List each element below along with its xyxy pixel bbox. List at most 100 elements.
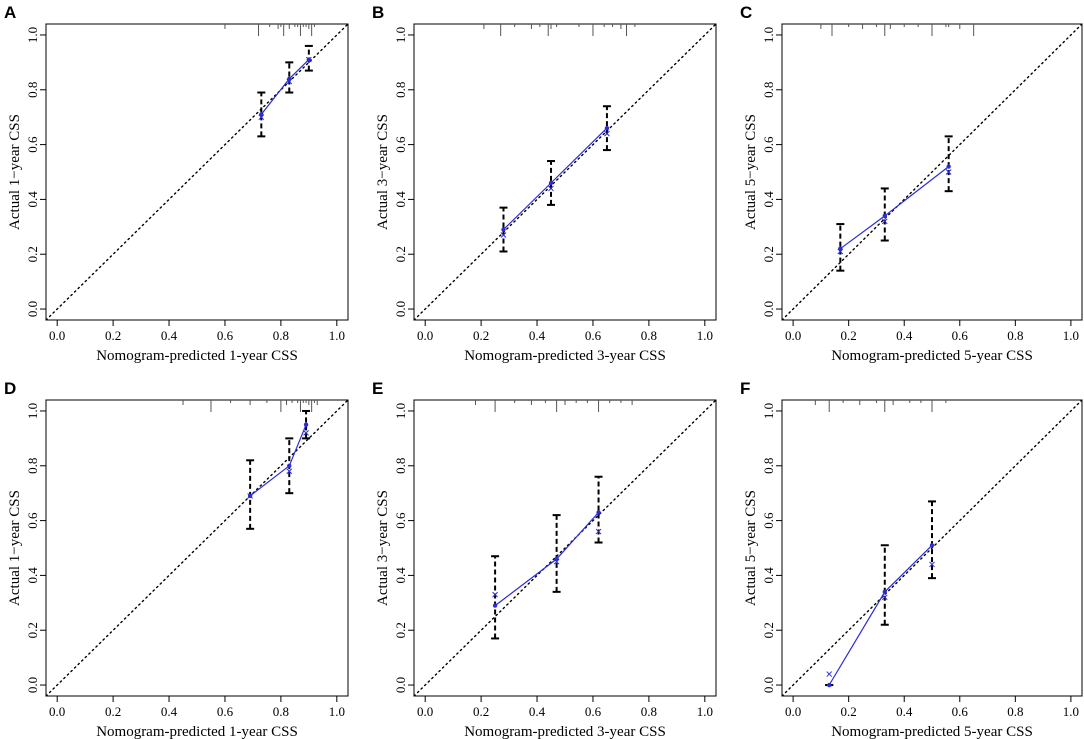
y-axis-title: Actual 3−year CSS — [375, 114, 391, 230]
y-tick-label: 0.2 — [25, 246, 40, 262]
x-axis-title: Nomogram-predicted 3-year CSS — [464, 348, 666, 364]
x-tick-label: 0.6 — [585, 704, 602, 719]
bias-corrected-marker — [595, 528, 602, 535]
x-tick-label: 0.2 — [841, 328, 857, 343]
y-tick-label: 0.6 — [393, 512, 408, 529]
y-tick-label: 0.4 — [393, 191, 408, 208]
x-tick-label: 1.0 — [329, 704, 345, 719]
calibration-point — [303, 422, 309, 427]
y-tick-label: 0.6 — [25, 136, 40, 153]
y-tick-label: 0.6 — [25, 512, 40, 529]
panel-letter: F — [740, 379, 750, 398]
reference-diagonal-line — [782, 400, 1082, 696]
y-tick-label: 0.0 — [761, 301, 776, 317]
y-tick-label: 0.0 — [393, 677, 408, 693]
calibration-point — [882, 589, 887, 595]
x-axis-title: Nomogram-predicted 1-year CSS — [96, 724, 298, 739]
x-tick-label: 0.8 — [273, 704, 289, 719]
bias-corrected-marker — [305, 56, 312, 63]
calibration-line — [828, 544, 933, 686]
plot-area — [46, 24, 348, 320]
x-tick-label: 0.8 — [641, 328, 657, 343]
bias-corrected-marker — [492, 591, 498, 598]
x-tick-label: 0.6 — [217, 328, 234, 343]
bias-corrected-marker — [837, 248, 844, 255]
reference-diagonal-line — [782, 24, 1082, 320]
reference-diagonal-line — [46, 24, 348, 320]
y-tick-label: 0.4 — [761, 567, 776, 584]
y-tick-label: 0.8 — [761, 82, 776, 98]
x-axis-title: Nomogram-predicted 5-year CSS — [831, 724, 1033, 739]
reference-diagonal-line — [414, 400, 716, 696]
calibration-point — [492, 603, 498, 608]
calibration-line — [494, 511, 600, 607]
calibration-point — [827, 682, 832, 688]
panel-letter: D — [4, 379, 16, 398]
x-tick-label: 1.0 — [697, 704, 713, 719]
x-tick-label: 0.2 — [473, 328, 489, 343]
x-tick-label: 0.0 — [785, 328, 801, 343]
y-tick-label: 0.2 — [761, 622, 776, 638]
plot-area — [782, 400, 1082, 696]
y-tick-label: 1.0 — [761, 403, 776, 419]
y-tick-label: 0.2 — [393, 246, 408, 262]
calibration-line — [839, 166, 950, 250]
chart-panel-d: D 0.0 0.2 0.4 0.6 0.8 1.0 0.0 0.2 0.4 0.6 0.8 1.0 Nom… — [4, 379, 349, 739]
plot-area — [46, 400, 348, 696]
calibration-point — [548, 180, 554, 186]
chart-panel-b: B 0.0 0.2 0.4 0.6 0.8 1.0 0.0 0.2 0.4 0.6 0.8 1.0 Nom… — [372, 3, 717, 364]
y-tick-label: 0.2 — [393, 622, 408, 638]
y-tick-label: 0.4 — [25, 567, 40, 584]
calibration-point — [946, 164, 951, 169]
y-tick-label: 0.4 — [393, 567, 408, 584]
x-tick-label: 1.0 — [697, 328, 713, 343]
bias-corrected-marker — [929, 561, 935, 568]
x-tick-label: 0.8 — [1007, 328, 1023, 343]
x-tick-label: 0.2 — [841, 704, 857, 719]
y-tick-label: 1.0 — [393, 403, 408, 419]
y-tick-label: 0.6 — [761, 512, 776, 529]
x-tick-label: 0.2 — [105, 328, 121, 343]
bias-corrected-marker — [247, 493, 253, 499]
calibration-point — [596, 510, 601, 515]
x-tick-label: 0.2 — [105, 704, 121, 719]
plot-area — [414, 24, 716, 320]
bias-corrected-marker — [604, 130, 610, 137]
y-axis-title: Actual 5−year CSS — [743, 490, 759, 606]
x-tick-label: 0.0 — [417, 704, 433, 719]
plot-frame — [45, 399, 349, 697]
calibration-point — [882, 213, 887, 219]
x-tick-label: 0.6 — [952, 328, 969, 343]
calibration-point — [501, 227, 506, 232]
y-tick-label: 0.8 — [393, 82, 408, 98]
calibration-line — [249, 424, 307, 497]
bias-corrected-marker — [286, 468, 293, 475]
x-tick-label: 0.0 — [49, 328, 65, 343]
bias-corrected-marker — [258, 114, 265, 121]
y-tick-label: 0.2 — [25, 622, 40, 638]
x-tick-label: 1.0 — [1063, 328, 1079, 343]
calibration-point — [929, 543, 935, 548]
chart-panel-c: C 0.0 0.2 0.4 0.6 0.8 1.0 0.0 0.2 0.4 0.6 0.8 1.0 Nom… — [740, 3, 1083, 364]
y-tick-label: 0.6 — [761, 136, 776, 153]
y-tick-label: 0.2 — [761, 246, 776, 262]
calibration-point — [604, 125, 610, 131]
x-tick-label: 0.4 — [529, 704, 546, 719]
bias-corrected-marker — [500, 232, 507, 238]
plot-area — [414, 400, 716, 696]
y-tick-label: 0.4 — [761, 191, 776, 208]
x-tick-label: 0.4 — [896, 328, 913, 343]
y-axis-title: Actual 1−year CSS — [7, 490, 23, 606]
bias-corrected-marker — [548, 185, 554, 192]
x-tick-label: 0.4 — [896, 704, 913, 719]
reference-diagonal-line — [46, 400, 348, 696]
y-tick-label: 0.8 — [393, 458, 408, 474]
x-tick-label: 0.4 — [161, 704, 178, 719]
calibration-point — [287, 463, 292, 468]
x-tick-label: 0.6 — [585, 328, 602, 343]
calibration-line — [260, 59, 310, 115]
bias-corrected-marker — [303, 430, 309, 436]
bias-corrected-marker — [553, 558, 560, 565]
bias-corrected-marker — [286, 78, 293, 85]
calibration-line — [503, 127, 608, 231]
